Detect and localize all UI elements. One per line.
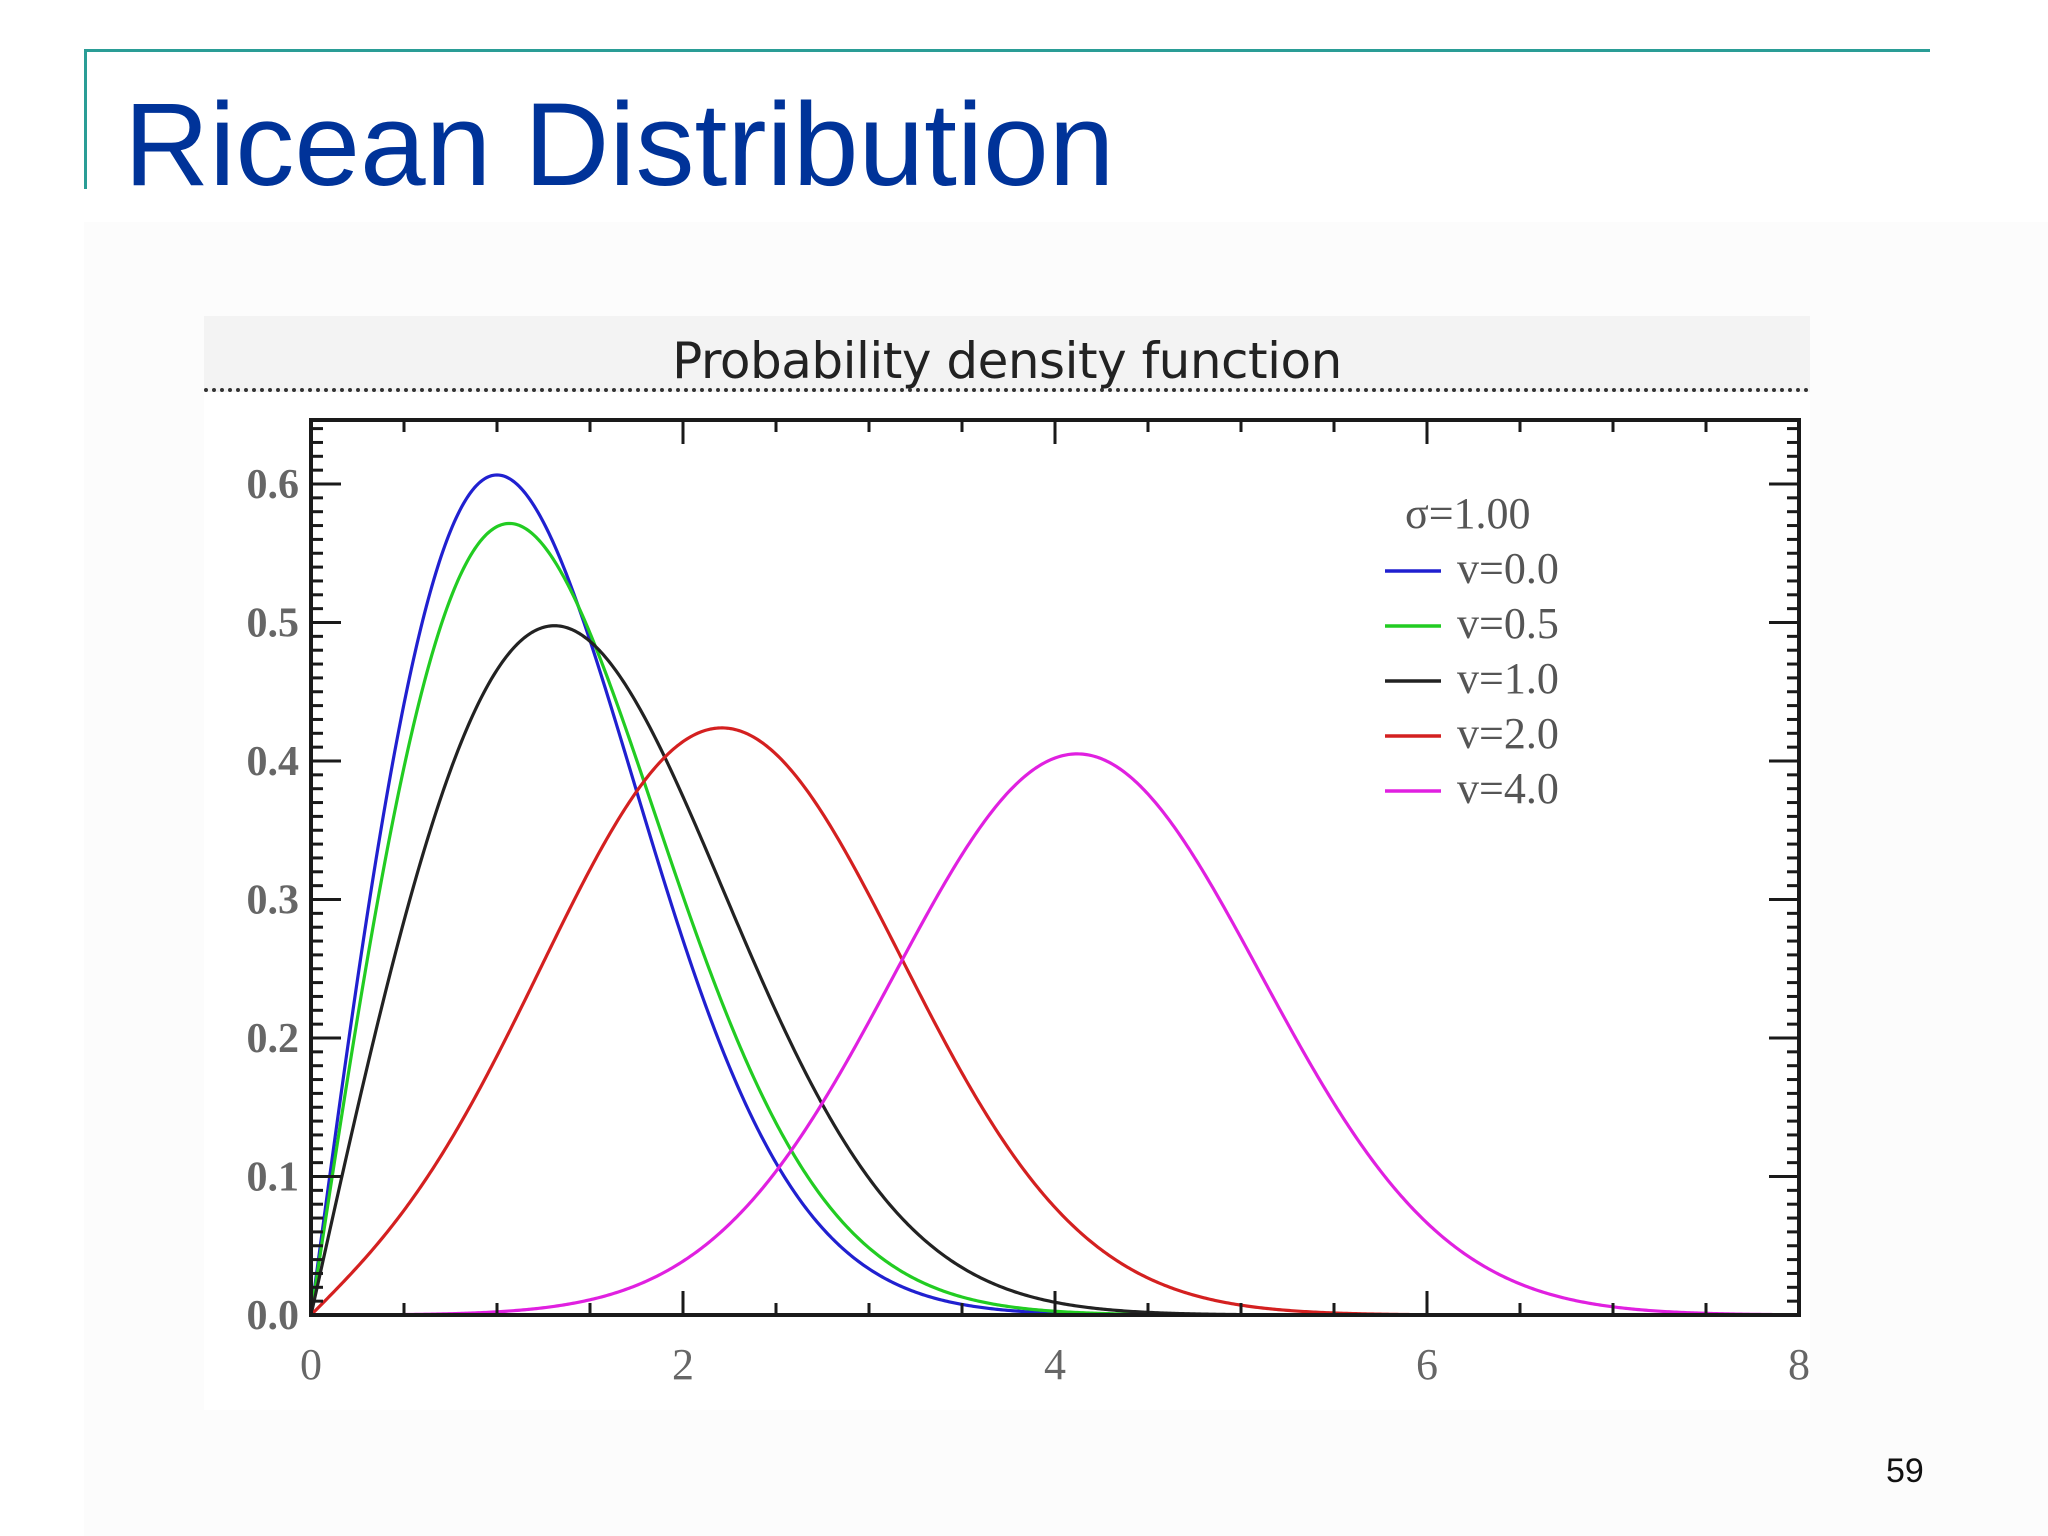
top-rule — [84, 49, 1930, 52]
x-tick-label: 6 — [1416, 1340, 1438, 1389]
y-tick-label: 0.4 — [247, 739, 300, 785]
series-line-v-2-0 — [309, 726, 1799, 1317]
legend: σ=1.00 v=0.0 v=0.5 v=1.0 v=2.0 v=4.0 — [1385, 489, 1559, 813]
y-tick-label: 0.5 — [247, 601, 300, 647]
legend-title: σ=1.00 — [1405, 489, 1531, 538]
legend-entry-label: v=2.0 — [1457, 709, 1559, 758]
slide-title: Ricean Distribution — [124, 79, 1115, 211]
y-tick-label: 0.2 — [247, 1016, 300, 1062]
chart-title: Probability density function — [672, 332, 1342, 390]
legend-entry-label: v=0.0 — [1457, 544, 1559, 593]
left-rule — [84, 49, 87, 189]
y-tick-label: 0.0 — [247, 1293, 300, 1339]
series-curves — [309, 473, 1800, 1317]
x-tick-label: 8 — [1788, 1340, 1810, 1389]
chart-header: Probability density function — [204, 316, 1810, 392]
legend-entry-label: v=1.0 — [1457, 654, 1559, 703]
series-line-v-1-0 — [309, 624, 1799, 1317]
x-tick-label: 4 — [1044, 1340, 1066, 1389]
y-tick-label: 0.1 — [247, 1155, 300, 1201]
chart-panel — [204, 316, 1810, 1410]
page-number: 59 — [1886, 1452, 1924, 1490]
legend-entry-label: v=4.0 — [1457, 764, 1559, 813]
legend-entry-label: v=0.5 — [1457, 599, 1559, 648]
plot-frame — [309, 418, 1801, 1317]
x-tick-label: 0 — [300, 1340, 322, 1389]
axis-ticks — [309, 420, 1801, 1315]
y-tick-label: 0.3 — [247, 878, 300, 924]
x-tick-label: 2 — [672, 1340, 694, 1389]
axis-tick-labels: 0 2 4 6 8 0.0 0.1 0.2 0.3 0.4 0.5 0.6 — [247, 462, 1811, 1389]
series-line-v-0-5 — [309, 521, 1799, 1317]
series-line-v-4-0 — [311, 752, 1800, 1317]
y-tick-label: 0.6 — [247, 462, 300, 508]
series-line-v-0-0 — [309, 473, 1799, 1317]
